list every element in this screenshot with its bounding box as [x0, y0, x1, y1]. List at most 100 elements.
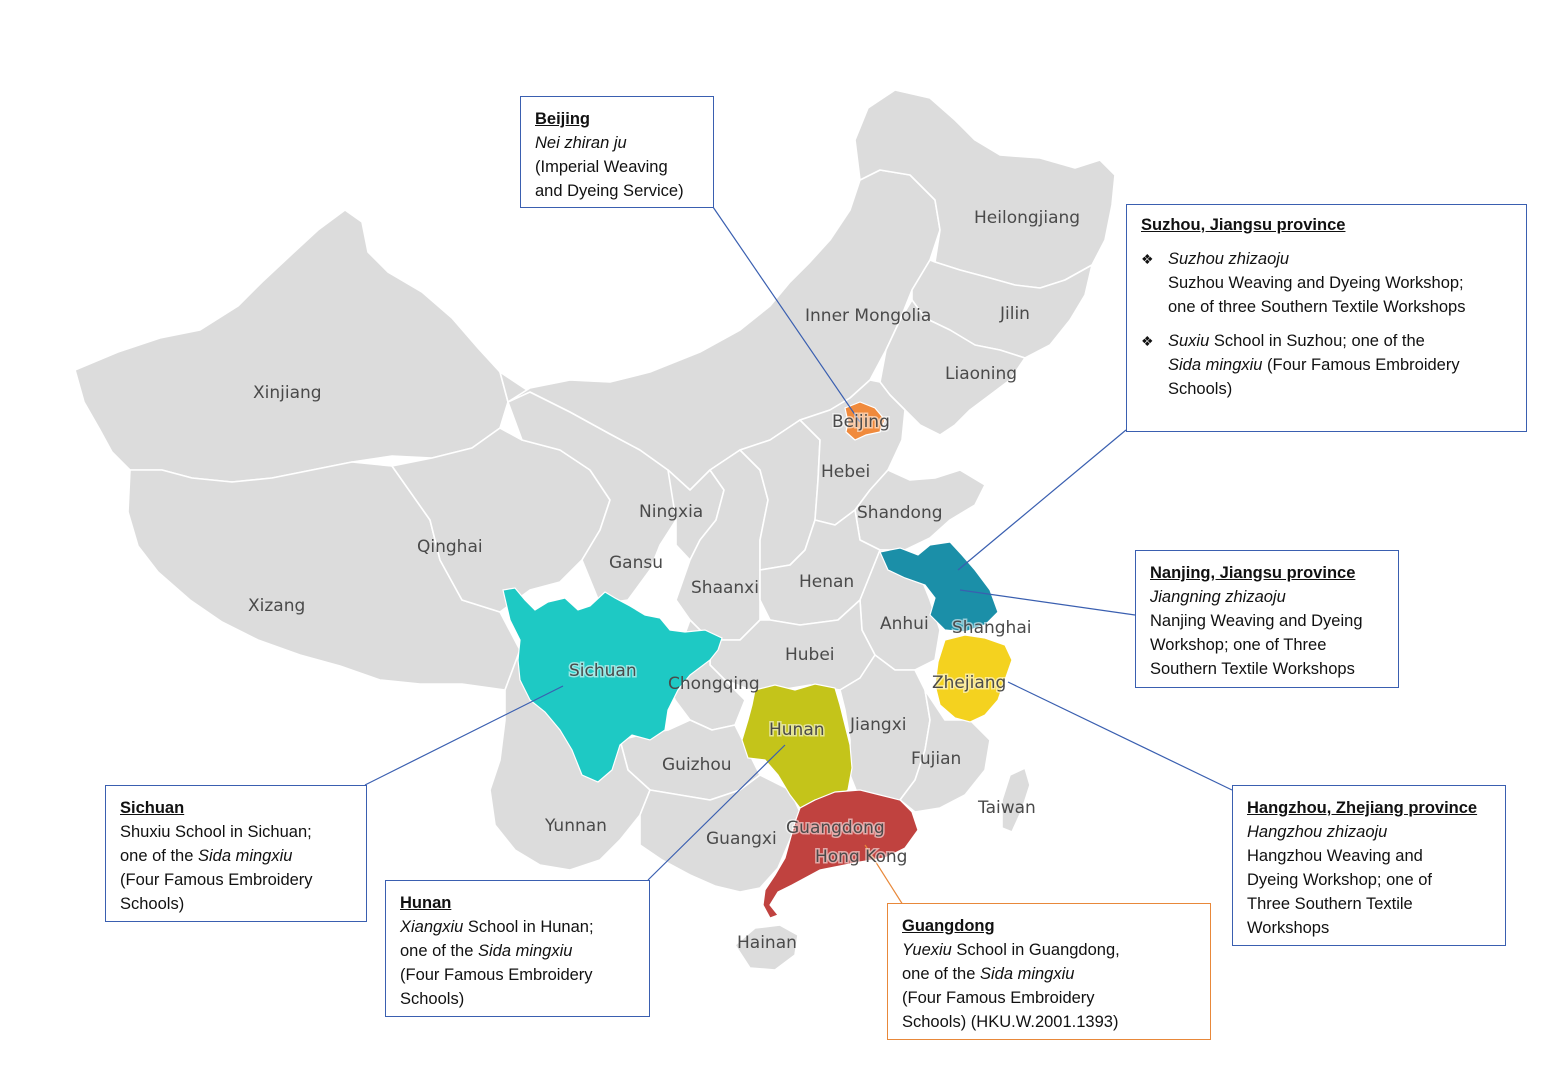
callout-beijing-line2: and Dyeing Service)	[535, 182, 684, 200]
label-jiangxi: Jiangxi	[849, 715, 907, 735]
region-guangxi	[639, 774, 801, 893]
callout-hunan-line1-rest: School in Hunan;	[463, 918, 594, 936]
label-shaanxi: Shaanxi	[691, 578, 759, 598]
callout-guangdong-line1-rest: School in Guangdong,	[951, 941, 1120, 959]
callout-nanjing-line1: Nanjing Weaving and Dyeing	[1150, 612, 1363, 630]
callout-hangzhou-line2: Dyeing Workshop; one of	[1247, 871, 1432, 889]
callout-beijing: Beijing Nei zhiran ju (Imperial Weaving …	[520, 96, 714, 208]
label-beijing: Beijing	[832, 412, 890, 432]
label-guangxi: Guangxi	[706, 829, 777, 849]
label-hainan: Hainan	[737, 933, 797, 953]
bullet-diamond-icon: ❖	[1141, 251, 1154, 267]
label-qinghai: Qinghai	[417, 537, 483, 557]
label-xinjiang: Xinjiang	[253, 383, 322, 403]
callout-hangzhou: Hangzhou, Zhejiang province Hangzhou zhi…	[1232, 785, 1506, 946]
label-yunnan: Yunnan	[544, 816, 607, 836]
callout-hangzhou-title: Hangzhou, Zhejiang province	[1247, 799, 1478, 817]
label-sichuan: Sichuan	[569, 661, 637, 681]
leader-guangdong	[864, 844, 904, 906]
region-liaoning	[879, 299, 1026, 436]
callout-suzhou-title: Suzhou, Jiangsu province	[1141, 216, 1346, 234]
callout-sichuan-line2-italic: Sida mingxiu	[197, 847, 293, 865]
region-taiwan	[1001, 767, 1031, 833]
label-guangdong: Guangdong	[786, 818, 885, 838]
region-sichuan-highlight	[502, 587, 723, 783]
callout-hunan-italic: Xiangxiu	[400, 918, 464, 936]
callout-nanjing-line3: Southern Textile Workshops	[1150, 660, 1355, 678]
callout-suzhou-b2-italic: Suxiu	[1168, 332, 1210, 350]
callout-suzhou-b2-rest: School in Suzhou; one of the	[1209, 332, 1425, 350]
callout-beijing-italic: Nei zhiran ju	[535, 134, 627, 152]
label-jilin: Jilin	[999, 304, 1030, 324]
label-hebei: Hebei	[821, 462, 870, 482]
callout-hunan-line2-italic: Sida mingxiu	[477, 942, 573, 960]
callout-sichuan-line4: Schools)	[120, 895, 185, 913]
callout-hunan: Hunan Xiangxiu School in Hunan; one of t…	[385, 880, 650, 1017]
label-liaoning: Liaoning	[945, 364, 1017, 384]
callout-hunan-title: Hunan	[400, 894, 452, 912]
region-jiangsu-highlight	[879, 541, 999, 633]
leader-hangzhou	[1007, 681, 1233, 791]
callout-suzhou-bullet-2: ❖ Suxiu School in Suzhou; one of the Sid…	[1141, 329, 1512, 401]
label-inner-mongolia: Inner Mongolia	[805, 306, 931, 326]
leader-sichuan	[364, 685, 564, 786]
callout-sichuan-line1: Shuxiu School in Sichuan;	[120, 823, 312, 841]
callout-sichuan-line3: (Four Famous Embroidery	[120, 871, 313, 889]
leader-lines	[364, 206, 1233, 906]
label-taiwan: Taiwan	[977, 798, 1036, 818]
callout-guangdong-italic: Yuexiu	[902, 941, 952, 959]
callout-guangdong-line2a: one of the	[902, 965, 980, 983]
callout-suzhou: Suzhou, Jiangsu province ❖ Suzhou zhizao…	[1126, 204, 1527, 432]
label-shanghai: Shanghai	[952, 618, 1031, 638]
callout-hunan-line4: Schools)	[400, 990, 465, 1008]
region-xinjiang	[74, 209, 509, 483]
label-guizhou: Guizhou	[662, 755, 732, 775]
callout-suzhou-b1-line2: Suzhou Weaving and Dyeing Workshop;	[1168, 274, 1464, 292]
region-hainan	[734, 924, 799, 971]
leader-nanjing	[959, 589, 1136, 616]
callout-suzhou-b1-line3: one of three Southern Textile Workshops	[1168, 298, 1466, 316]
callout-guangdong-title: Guangdong	[902, 917, 995, 935]
label-xizang: Xizang	[248, 596, 305, 616]
label-gansu: Gansu	[609, 553, 663, 573]
callout-nanjing-line2: Workshop; one of Three	[1150, 636, 1327, 654]
callout-hangzhou-italic: Hangzhou zhizaoju	[1247, 823, 1388, 841]
label-shandong: Shandong	[857, 503, 943, 523]
callout-hunan-line3: (Four Famous Embroidery	[400, 966, 593, 984]
callout-suzhou-b2-italic2: Sida mingxiu	[1168, 356, 1263, 374]
bullet-diamond-icon: ❖	[1141, 333, 1154, 349]
callout-hangzhou-line1: Hangzhou Weaving and	[1247, 847, 1423, 865]
region-heilongjiang	[854, 89, 1116, 289]
region-zhejiang-highlight	[934, 634, 1013, 723]
leader-suzhou	[957, 429, 1127, 571]
label-chongqing: Chongqing	[668, 674, 760, 694]
label-hubei: Hubei	[785, 645, 835, 665]
label-anhui: Anhui	[880, 614, 929, 634]
callout-guangdong: Guangdong Yuexiu School in Guangdong, on…	[887, 903, 1211, 1040]
callout-hangzhou-line3: Three Southern Textile	[1247, 895, 1413, 913]
label-hunan: Hunan	[769, 720, 825, 740]
label-fujian: Fujian	[911, 749, 961, 769]
label-hong-kong: Hong Kong	[815, 847, 907, 867]
callout-beijing-line1: (Imperial Weaving	[535, 158, 668, 176]
callout-sichuan-title: Sichuan	[120, 799, 185, 817]
callout-suzhou-b2-line3: Schools)	[1168, 380, 1233, 398]
callout-suzhou-bullet-1: ❖ Suzhou zhizaoju Suzhou Weaving and Dye…	[1141, 247, 1512, 319]
callout-beijing-title: Beijing	[535, 110, 591, 128]
label-zhejiang: Zhejiang	[932, 673, 1006, 693]
label-ningxia: Ningxia	[639, 502, 703, 522]
leader-hunan	[647, 744, 786, 881]
callout-guangdong-line2-italic: Sida mingxiu	[979, 965, 1075, 983]
callout-guangdong-line3: (Four Famous Embroidery	[902, 989, 1095, 1007]
callout-nanjing-italic: Jiangning zhizaoju	[1150, 588, 1286, 606]
region-guangdong-highlight	[762, 789, 919, 919]
callout-hunan-line2a: one of the	[400, 942, 478, 960]
callout-guangdong-line4: Schools) (HKU.W.2001.1393)	[902, 1013, 1119, 1031]
callout-suzhou-b1-italic: Suzhou zhizaoju	[1168, 250, 1290, 268]
region-beijing-highlight	[844, 401, 886, 441]
label-heilongjiang: Heilongjiang	[974, 208, 1080, 228]
province-labels: Xinjiang Xizang Qinghai Gansu Ningxia In…	[248, 208, 1080, 953]
callout-suzhou-b2-rest2: (Four Famous Embroidery	[1262, 356, 1460, 374]
callout-hangzhou-line4: Workshops	[1247, 919, 1330, 937]
